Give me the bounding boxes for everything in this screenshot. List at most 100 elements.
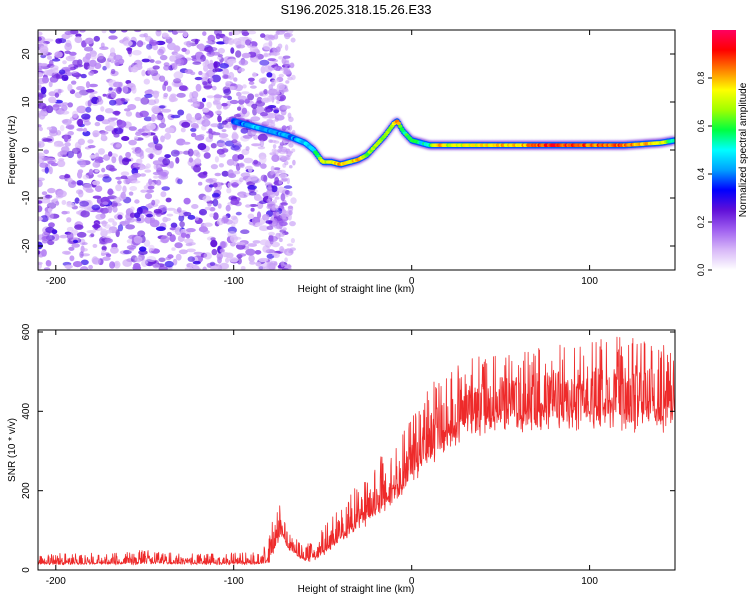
noise-blob [272, 218, 278, 224]
noise-blob [38, 42, 48, 49]
noise-blob [274, 88, 280, 95]
noise-blob [219, 63, 229, 69]
noise-blob [157, 171, 167, 176]
noise-blob [173, 71, 184, 80]
noise-blob [237, 106, 242, 111]
noise-blob [50, 65, 59, 71]
noise-blob [57, 151, 63, 158]
noise-blob [66, 177, 73, 183]
noise-blob [186, 228, 196, 233]
noise-blob [266, 225, 274, 230]
noise-blob [202, 171, 208, 175]
noise-blob [69, 255, 75, 262]
noise-blob [41, 137, 49, 142]
noise-blob [113, 54, 123, 61]
noise-blob [198, 43, 205, 52]
noise-blob [211, 132, 221, 136]
noise-blob [158, 257, 166, 263]
noise-blob [288, 265, 292, 270]
noise-blob [62, 60, 67, 65]
noise-blob [162, 158, 171, 166]
colorbar-tick-label: 0.4 [696, 168, 706, 181]
noise-blob [80, 259, 89, 266]
noise-blob [250, 207, 255, 212]
noise-blob [144, 93, 153, 98]
noise-blob [149, 217, 156, 224]
noise-blob [147, 185, 155, 190]
noise-blob [86, 230, 96, 234]
noise-blob [252, 58, 259, 63]
noise-blob [39, 162, 49, 168]
noise-blob [278, 73, 284, 78]
noise-blob [194, 112, 202, 121]
noise-blob [74, 197, 80, 204]
noise-blob [113, 133, 120, 138]
noise-blob [67, 131, 74, 136]
noise-blob [193, 251, 203, 255]
noise-blob [265, 220, 273, 224]
noise-blob [231, 139, 238, 144]
noise-blob [232, 38, 242, 45]
noise-blob [187, 148, 194, 157]
noise-blob [189, 262, 194, 268]
noise-blob [141, 259, 149, 268]
noise-blob [43, 267, 51, 270]
noise-blob [263, 89, 268, 95]
noise-blob [92, 130, 100, 138]
colorbar-label: Normalized spectral amplitude [738, 82, 749, 217]
snr-xtick-label: 100 [581, 576, 598, 587]
noise-blob [178, 212, 184, 217]
noise-blob [260, 112, 268, 117]
noise-blob [206, 95, 214, 99]
noise-blob [210, 239, 218, 248]
noise-blob [110, 117, 118, 121]
noise-blob [259, 59, 270, 66]
noise-blob [160, 191, 167, 198]
noise-blob [226, 187, 232, 194]
noise-blob [234, 84, 243, 92]
noise-blob [93, 35, 101, 42]
noise-blob [155, 115, 163, 121]
noise-blob [278, 232, 285, 237]
noise-blob [263, 52, 269, 58]
noise-blob [76, 180, 84, 186]
noise-blob [198, 181, 203, 186]
noise-blob [76, 189, 83, 195]
noise-blob [183, 197, 191, 205]
noise-blob [228, 71, 235, 80]
noise-blob [159, 105, 166, 109]
noise-blob [221, 218, 230, 223]
noise-blob [191, 267, 201, 270]
noise-blob [82, 183, 93, 192]
noise-blob [279, 237, 283, 243]
noise-blob [222, 68, 229, 76]
noise-blob [122, 185, 127, 194]
colorbar-tick-label: 0.8 [696, 72, 706, 85]
noise-blob [102, 176, 112, 183]
noise-blob [88, 168, 94, 175]
noise-blob [259, 200, 267, 205]
noise-blob [202, 107, 210, 113]
noise-blob [114, 59, 120, 67]
noise-blob [138, 164, 145, 168]
noise-blob [52, 103, 60, 111]
noise-blob [72, 110, 78, 119]
noise-blob [180, 127, 186, 133]
noise-blob [55, 73, 61, 80]
noise-blob [59, 175, 66, 180]
noise-blob [270, 165, 275, 172]
noise-blob [74, 224, 84, 230]
noise-blob [100, 207, 110, 214]
noise-blob [254, 195, 263, 202]
noise-blob [281, 125, 287, 131]
noise-blob [273, 167, 281, 171]
noise-blob [282, 227, 287, 231]
noise-blob [160, 235, 170, 244]
noise-blob [174, 59, 182, 64]
noise-blob [195, 83, 202, 92]
spectrogram-noise-region [38, 30, 297, 270]
noise-blob [253, 134, 259, 140]
noise-blob [177, 109, 185, 116]
noise-blob [117, 214, 123, 220]
noise-blob [190, 132, 197, 138]
